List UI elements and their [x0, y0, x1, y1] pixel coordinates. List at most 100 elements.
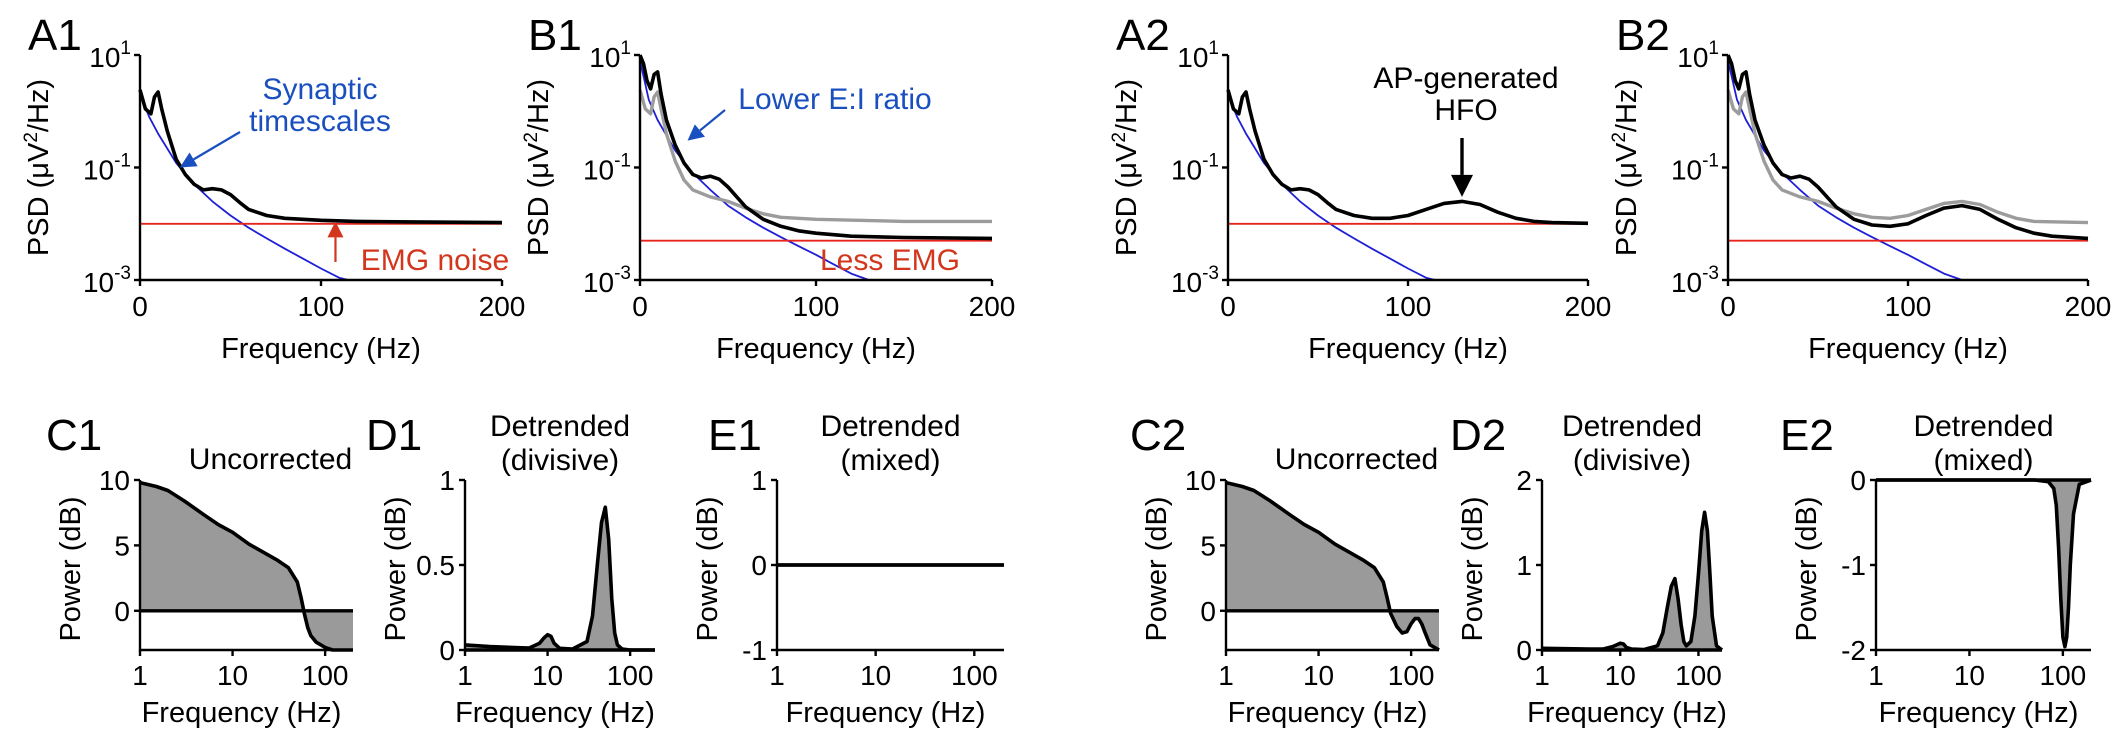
panel-title: Detrended	[490, 410, 630, 443]
x-tick-label: 100	[1385, 291, 1432, 322]
panel-title: (mixed)	[840, 444, 940, 477]
x-axis-label: Frequency (Hz)	[1527, 697, 1727, 729]
spectrum-line	[1876, 478, 2092, 649]
annotation-emg-noise-text: EMG noise	[361, 244, 509, 277]
series-aperiodic	[139, 93, 349, 281]
area-fill	[1542, 512, 1722, 650]
y-tick-label: 5	[114, 530, 130, 561]
y-tick-label: 10-3	[583, 263, 631, 298]
x-tick-label: 100	[793, 291, 840, 322]
y-tick-label: 0	[751, 550, 767, 581]
panel-a2: A2 0 100 200 101 10-1 10-3 Frequency (Hz) PSD (μ…	[1109, 11, 1611, 365]
panel-label-b2: B2	[1616, 11, 1670, 60]
y-tick-label: 10	[1185, 465, 1216, 496]
annotation-less-emg-text: Less EMG	[820, 244, 960, 277]
y-tick-label: 0.5	[416, 550, 455, 581]
area-fill	[1226, 482, 1439, 650]
x-tick-label: 10	[860, 660, 891, 691]
x-axis-label: Frequency (Hz)	[1308, 333, 1508, 365]
x-tick-label: 10	[532, 660, 563, 691]
spectrum-line	[1225, 480, 1440, 652]
x-tick-label: 200	[2065, 291, 2112, 322]
panel-label-d2: D2	[1450, 411, 1506, 460]
panel-label-a2: A2	[1116, 11, 1170, 60]
y-tick-label: 2	[1516, 465, 1532, 496]
x-tick-label: 100	[2040, 660, 2087, 691]
panel-title: (mixed)	[1933, 444, 2033, 477]
panel-title: (divisive)	[1573, 444, 1691, 477]
panel-a1: A1 0 100 200 101 10-1 10-3 Frequency (Hz) PSD (μ…	[21, 11, 525, 365]
y-tick-label: 1	[439, 465, 455, 496]
x-axis-label: Frequency (Hz)	[786, 697, 986, 729]
panel-label-e1: E1	[708, 411, 762, 460]
y-tick-label: 10-3	[1171, 263, 1219, 298]
y-axis-label: PSD (μV2/Hz)	[21, 79, 55, 256]
y-tick-label: -2	[1841, 635, 1866, 666]
x-tick-label: 1	[1534, 660, 1550, 691]
y-tick-label: 1	[1516, 550, 1532, 581]
panel-title: Uncorrected	[1275, 443, 1438, 476]
x-tick-label: 0	[1220, 291, 1236, 322]
area-fill	[140, 482, 353, 650]
x-tick-label: 1	[457, 660, 473, 691]
y-tick-label: -1	[1841, 550, 1866, 581]
y-axis-label: Power (dB)	[1457, 496, 1489, 641]
y-tick-label: 101	[589, 38, 631, 73]
annotation-ap-generated-hfo-text: AP-generated	[1373, 62, 1558, 95]
series-aperiodic	[1727, 60, 1963, 281]
axes	[1726, 55, 2088, 282]
panel-d1: D1 Detrended(divisive) 1 10 100 1 0.5 0Frequenc…	[366, 410, 655, 729]
y-tick-label: 0	[1850, 465, 1866, 496]
annotation-synaptic-timescales-arrowhead	[179, 152, 198, 168]
y-axis-label: Power (dB)	[692, 496, 724, 641]
series-aperiodic	[1227, 93, 1436, 281]
series-total-psd	[1226, 89, 1589, 226]
panel-title: Detrended	[1913, 410, 2053, 443]
annotation-synaptic-timescales-text: timescales	[249, 105, 391, 138]
y-tick-label: 101	[1677, 38, 1719, 73]
series-total-psd	[1726, 54, 2089, 241]
panel-title: Uncorrected	[189, 443, 352, 476]
series-reference-psd	[638, 89, 992, 224]
axes	[463, 480, 655, 652]
panel-c2: C2 Uncorrected 1 10 100 10 5 0 Frequency (Hz) Pow…	[1130, 411, 1440, 729]
panel-title: (divisive)	[501, 444, 619, 477]
annotation-synaptic-timescales-text: Synaptic	[262, 73, 377, 106]
y-tick-label: 10-1	[1171, 151, 1219, 186]
y-tick-label: 0	[1200, 596, 1216, 627]
x-axis-label: Frequency (Hz)	[142, 697, 342, 729]
x-tick-label: 1	[132, 660, 148, 691]
y-tick-label: 10-1	[583, 151, 631, 186]
y-axis-label: Power (dB)	[380, 496, 412, 641]
y-tick-label: 10-1	[1671, 151, 1719, 186]
x-tick-label: 1	[769, 660, 785, 691]
spectrum-line	[1541, 510, 1724, 652]
y-tick-label: 101	[1177, 38, 1219, 73]
y-tick-label: 0	[439, 635, 455, 666]
panel-b2: B2 0 100 200 101 10-1 10-3 Frequency (Hz) PSD (μ…	[1609, 11, 2111, 365]
x-tick-label: 100	[298, 291, 345, 322]
x-tick-label: 1	[1218, 660, 1234, 691]
y-tick-label: 10-1	[83, 151, 131, 186]
y-axis-label: PSD (μV2/Hz)	[521, 79, 555, 256]
panel-c1: C1 Uncorrected 1 10 100 10 5 0 Frequency (Hz) Pow…	[46, 411, 353, 729]
x-axis-label: Frequency (Hz)	[455, 697, 655, 729]
y-axis-label: PSD (μV2/Hz)	[1109, 79, 1143, 256]
area-fill	[465, 507, 655, 650]
panel-label-c2: C2	[1130, 411, 1186, 460]
panel-label-c1: C1	[46, 411, 102, 460]
annotation-lower-e-i-ratio-arrow	[699, 109, 726, 132]
x-tick-label: 200	[1565, 291, 1612, 322]
series-aperiodic	[639, 60, 870, 281]
y-axis-label: PSD (μV2/Hz)	[1609, 79, 1643, 256]
y-axis-label: Power (dB)	[1141, 496, 1173, 641]
y-tick-label: 0	[114, 596, 130, 627]
y-tick-label: 10-3	[1671, 263, 1719, 298]
x-tick-label: 100	[1885, 291, 1932, 322]
area-fill	[1876, 480, 2091, 647]
x-tick-label: 0	[132, 291, 148, 322]
x-tick-label: 0	[632, 291, 648, 322]
panel-title: Detrended	[820, 410, 960, 443]
spectrum-line	[139, 480, 353, 652]
